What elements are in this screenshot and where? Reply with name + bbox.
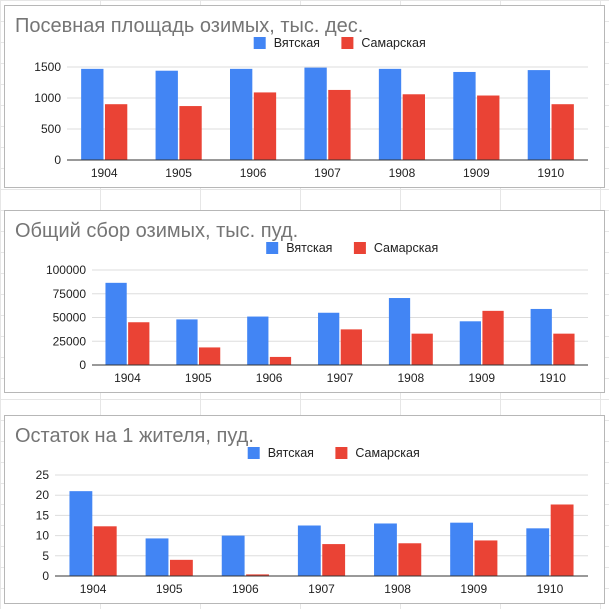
chart-panel-total-harvest[interactable]: Общий сбор озимых, тыс. пуд. Вятская Самар… (4, 210, 605, 393)
bar-Вятская-1906 (229, 68, 253, 160)
bar-Вятская-1904 (105, 282, 127, 365)
bar-Самарская-1910 (551, 104, 574, 160)
bar-Вятская-1910 (527, 70, 551, 160)
y-tick-label: 100000 (46, 263, 86, 277)
x-tick-label: 1908 (398, 371, 425, 385)
bar-Самарская-1908 (411, 333, 433, 365)
bar-Вятская-1908 (378, 68, 402, 160)
bar-Самарская-1905 (198, 347, 221, 365)
y-tick-label: 0 (54, 153, 61, 167)
y-tick-label: 15 (36, 508, 50, 522)
bar-Самарская-1907 (340, 329, 362, 365)
bar-Самарская-1909 (474, 540, 498, 576)
legend-label-2: Самарская (374, 241, 438, 255)
y-tick-label: 25000 (53, 334, 87, 348)
bar-Самарская-1910 (550, 504, 574, 576)
bar-Самарская-1905 (169, 559, 193, 576)
x-tick-label: 1905 (185, 371, 212, 385)
bar-Самарская-1907 (328, 89, 351, 160)
bar-Самарская-1908 (402, 94, 426, 160)
bar-Вятская-1904 (69, 491, 93, 576)
chart-title: Посевная площадь озимых, тыс. дес. (15, 15, 363, 37)
bar-Самарская-1906 (269, 356, 292, 365)
legend-label-1: Вятская (274, 36, 320, 50)
y-tick-label: 1500 (34, 60, 61, 74)
bar-Вятская-1909 (459, 321, 482, 365)
x-tick-label: 1907 (308, 582, 335, 596)
bar-Самарская-1906 (253, 92, 277, 160)
x-tick-label: 1910 (537, 166, 564, 180)
legend-label-1: Вятская (286, 241, 332, 255)
bar-Самарская-1904 (104, 104, 128, 160)
bar-Самарская-1905 (179, 106, 202, 160)
bar-Вятская-1906 (247, 316, 269, 365)
bar-Вятская-1904 (81, 68, 104, 160)
bar-Вятская-1905 (145, 538, 169, 576)
bar-Самарская-1909 (477, 95, 500, 160)
x-tick-label: 1907 (314, 166, 341, 180)
bar-Вятская-1908 (374, 523, 397, 576)
bar-Самарская-1907 (322, 544, 346, 576)
chart-panel-per-capita-surplus[interactable]: Остаток на 1 жителя, пуд. Вятская Самарска… (4, 415, 605, 604)
legend-swatch-1 (253, 37, 266, 49)
bar-Самарская-1909 (482, 310, 504, 365)
x-tick-label: 1906 (240, 166, 267, 180)
bar-Самарская-1908 (398, 543, 422, 576)
y-tick-label: 25 (36, 468, 50, 482)
legend-label-1: Вятская (268, 446, 314, 460)
chart-sown-area: Посевная площадь озимых, тыс. дес.Вятска… (15, 15, 588, 180)
legend-swatch-2 (335, 447, 348, 459)
chart-panel-sown-area[interactable]: Посевная площадь озимых, тыс. дес. Вятска… (4, 5, 605, 188)
y-tick-label: 0 (42, 569, 49, 583)
y-tick-label: 0 (79, 358, 86, 372)
bar-Вятская-1905 (155, 70, 178, 160)
y-tick-label: 75000 (53, 287, 87, 301)
y-tick-label: 10 (36, 529, 50, 543)
x-tick-label: 1905 (156, 582, 183, 596)
x-tick-label: 1908 (384, 582, 411, 596)
bar-Вятская-1910 (530, 308, 552, 365)
x-tick-label: 1906 (232, 582, 259, 596)
bar-Самарская-1904 (93, 526, 117, 576)
x-tick-label: 1908 (389, 166, 416, 180)
bar-Вятская-1906 (221, 535, 245, 576)
x-tick-label: 1904 (114, 371, 141, 385)
chart-title: Остаток на 1 жителя, пуд. (15, 425, 254, 447)
legend-swatch-2 (353, 242, 366, 254)
x-tick-label: 1909 (460, 582, 487, 596)
x-tick-label: 1907 (327, 371, 354, 385)
legend-label-2: Самарская (361, 36, 425, 50)
bar-Вятская-1908 (388, 298, 411, 365)
x-tick-label: 1910 (537, 582, 564, 596)
x-tick-label: 1909 (468, 371, 495, 385)
bar-Вятская-1907 (304, 67, 327, 160)
legend-swatch-2 (341, 37, 354, 49)
y-tick-label: 50000 (53, 311, 87, 325)
x-tick-label: 1909 (463, 166, 490, 180)
bar-Вятская-1910 (526, 528, 550, 576)
y-tick-label: 500 (41, 122, 61, 136)
y-tick-label: 5 (42, 549, 49, 563)
y-tick-label: 20 (36, 488, 50, 502)
bar-Вятская-1909 (453, 71, 476, 160)
x-tick-label: 1904 (80, 582, 107, 596)
legend-swatch-1 (247, 447, 260, 459)
chart-title: Общий сбор озимых, тыс. пуд. (15, 220, 298, 242)
x-tick-label: 1906 (256, 371, 283, 385)
bar-Вятская-1907 (318, 312, 340, 365)
bar-Самарская-1910 (553, 333, 575, 365)
x-tick-label: 1905 (165, 166, 192, 180)
bar-Вятская-1907 (297, 525, 321, 576)
chart-total-harvest: Общий сбор озимых, тыс. пуд.Вятская Самар… (15, 220, 588, 385)
y-tick-label: 1000 (34, 91, 61, 105)
legend-swatch-1 (266, 242, 279, 254)
bar-Самарская-1904 (128, 322, 150, 365)
x-tick-label: 1904 (91, 166, 118, 180)
bar-Вятская-1905 (176, 319, 198, 365)
x-tick-label: 1910 (539, 371, 566, 385)
bar-Вятская-1909 (450, 522, 474, 576)
bar-Самарская-1906 (246, 574, 269, 576)
chart-per-capita-surplus: Остаток на 1 жителя, пуд. Вятская Самарска… (15, 425, 588, 596)
legend-label-2: Самарская (355, 446, 419, 460)
